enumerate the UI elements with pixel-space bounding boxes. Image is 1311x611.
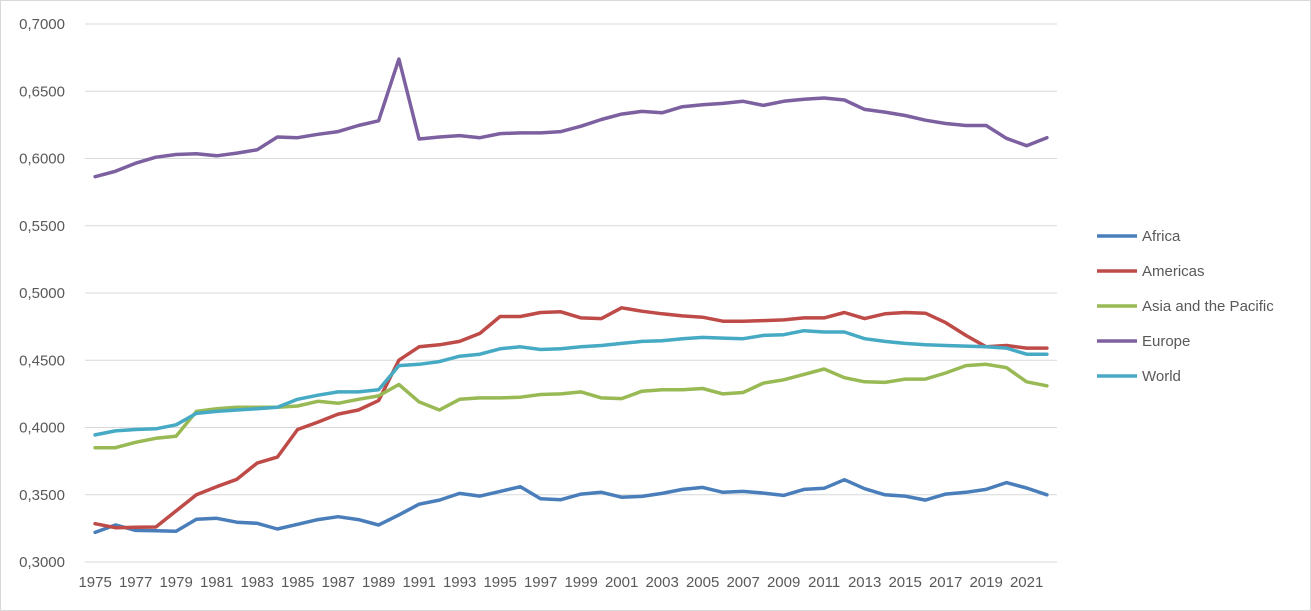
x-tick-label: 1979 — [159, 574, 192, 591]
x-tick-label: 1987 — [321, 574, 354, 591]
x-tick-label: 2001 — [605, 574, 638, 591]
x-tick-label: 1991 — [402, 574, 435, 591]
x-tick-label: 1997 — [524, 574, 557, 591]
y-axis: 0,3000 0,3500 0,4000 0,4500 0,5000 0,5500 0,60… — [19, 16, 65, 571]
y-tick-label: 0,4000 — [19, 420, 65, 437]
series-line-asia-and-the-pacific — [93, 362, 1049, 450]
x-tick-label: 1999 — [564, 574, 597, 591]
y-tick-label: 0,5500 — [19, 218, 65, 235]
x-tick-label: 1985 — [281, 574, 314, 591]
legend-label-europe: Europe — [1142, 333, 1190, 350]
x-tick-label: 1977 — [119, 574, 152, 591]
series-lines — [93, 57, 1049, 535]
series-line-americas — [93, 306, 1049, 530]
x-tick-label: 2015 — [888, 574, 921, 591]
x-tick-label: 2019 — [969, 574, 1002, 591]
y-tick-label: 0,7000 — [19, 16, 65, 33]
y-tick-label: 0,6000 — [19, 151, 65, 168]
x-tick-label: 1995 — [483, 574, 516, 591]
x-tick-label: 2009 — [767, 574, 800, 591]
x-tick-label: 2021 — [1010, 574, 1043, 591]
x-tick-label: 2003 — [645, 574, 678, 591]
series-line-europe — [93, 57, 1049, 179]
x-tick-label: 1983 — [240, 574, 273, 591]
legend: Africa Americas Asia and the Pacific Europe… — [1097, 228, 1274, 385]
x-tick-label: 2017 — [929, 574, 962, 591]
series-line-africa — [93, 477, 1049, 535]
x-tick-label: 1981 — [200, 574, 233, 591]
gridlines — [85, 23, 1057, 496]
x-tick-label: 1993 — [443, 574, 476, 591]
x-tick-label: 1975 — [78, 574, 111, 591]
x-tick-label: 1989 — [362, 574, 395, 591]
y-tick-label: 0,3000 — [19, 554, 65, 571]
legend-label-asia-and-the-pacific: Asia and the Pacific — [1142, 298, 1274, 315]
legend-label-americas: Americas — [1142, 263, 1205, 280]
legend-label-world: World — [1142, 368, 1181, 385]
x-tick-label: 2011 — [808, 574, 840, 591]
y-tick-label: 0,6500 — [19, 83, 65, 100]
x-axis: 1975 1977 1979 1981 1983 1985 1987 1989 1991 1993… — [78, 561, 1057, 591]
y-tick-label: 0,4500 — [19, 352, 65, 369]
y-tick-label: 0,5000 — [19, 285, 65, 302]
x-tick-label: 2013 — [848, 574, 881, 591]
y-tick-label: 0,3500 — [19, 487, 65, 504]
x-tick-label: 2005 — [686, 574, 719, 591]
series-line-world — [93, 328, 1049, 437]
x-tick-label: 2007 — [726, 574, 759, 591]
legend-label-africa: Africa — [1142, 228, 1181, 245]
